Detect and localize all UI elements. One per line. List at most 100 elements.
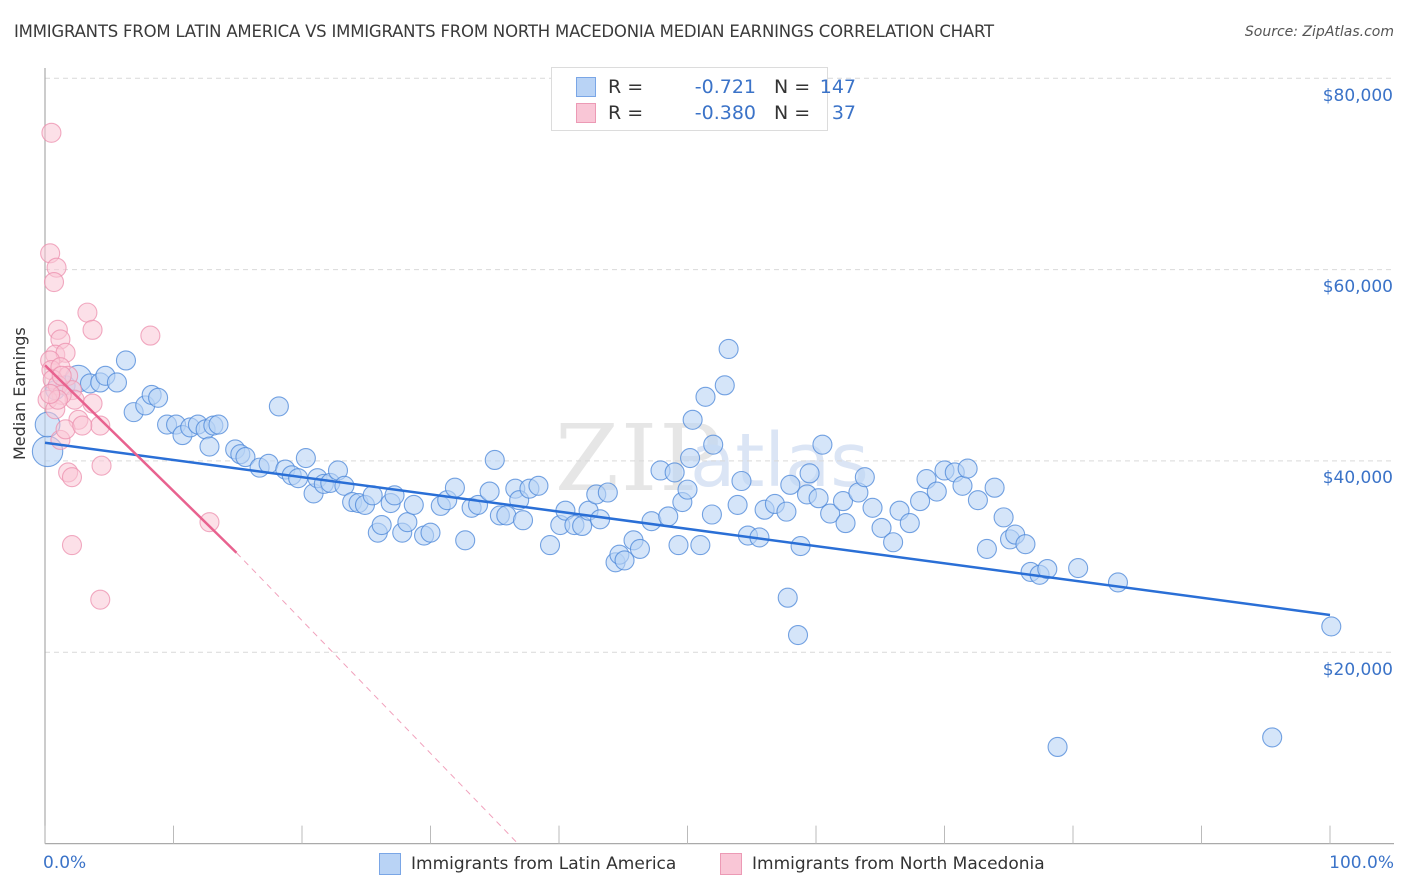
data-point <box>41 122 62 143</box>
pink-swatch-icon <box>720 853 742 875</box>
data-point <box>528 475 549 496</box>
data-point <box>658 506 679 527</box>
data-point <box>680 447 701 469</box>
legend-row-latin-america: R = -0.721 N = 147 <box>576 75 856 99</box>
data-point <box>208 414 229 435</box>
data-point <box>140 325 161 346</box>
trend-lines <box>44 364 1331 844</box>
y-tick-label-20000: $20,000 <box>1322 660 1393 680</box>
data-point <box>444 477 465 498</box>
legend-label: Immigrants from North Macedonia <box>752 854 1045 874</box>
data-point <box>91 455 112 476</box>
data-point <box>106 372 128 393</box>
data-point <box>835 513 856 534</box>
data-point <box>952 475 973 496</box>
data-point <box>61 535 83 556</box>
y-axis-label: Median Earnings <box>10 327 29 460</box>
data-point <box>148 387 169 408</box>
data-point <box>883 532 904 553</box>
data-point <box>957 458 978 479</box>
source-credit: Source: ZipAtlas.com <box>1244 24 1394 40</box>
data-point <box>397 512 418 533</box>
data-point <box>727 494 748 515</box>
n-label: N = <box>774 76 811 98</box>
data-point <box>731 470 752 492</box>
legend-label: Immigrants from Latin America <box>411 854 677 874</box>
data-point <box>479 481 500 502</box>
data-point <box>72 415 93 436</box>
data-point <box>777 587 798 608</box>
data-point <box>862 497 883 518</box>
data-point <box>82 319 103 340</box>
data-point <box>614 550 635 571</box>
data-point <box>910 491 931 512</box>
data-point <box>1068 558 1089 579</box>
data-point <box>695 386 716 407</box>
x-tick-label-0: 0.0% <box>43 853 87 873</box>
data-point <box>664 462 685 483</box>
data-point <box>808 488 829 509</box>
data-point <box>51 365 72 386</box>
data-point <box>496 505 517 526</box>
data-point <box>115 350 137 371</box>
data-point <box>455 530 476 551</box>
data-point <box>799 463 820 484</box>
data-point <box>641 511 662 532</box>
data-point <box>984 477 1005 498</box>
data-point <box>1321 616 1342 637</box>
data-point <box>403 494 424 515</box>
blue-swatch-icon <box>379 853 401 875</box>
data-point <box>812 434 833 455</box>
data-point <box>1047 736 1068 758</box>
r-label: R = <box>608 76 644 98</box>
y-tick-label-80000: $80,000 <box>1322 86 1393 106</box>
data-point <box>1015 534 1036 555</box>
data-point <box>776 501 797 522</box>
data-point <box>871 517 892 538</box>
legend-row-north-macedonia: R = -0.380 N = 37 <box>576 101 856 125</box>
data-point <box>258 453 279 474</box>
data-point <box>714 375 735 396</box>
chart-title: IMMIGRANTS FROM LATIN AMERICA VS IMMIGRA… <box>14 22 994 41</box>
data-point <box>701 504 722 525</box>
data-point <box>420 522 441 543</box>
data-point <box>1037 558 1058 580</box>
n-value: 147 <box>819 76 856 98</box>
data-point <box>295 447 316 469</box>
data-point <box>820 503 841 524</box>
series-latin-america-points <box>31 338 1342 758</box>
data-point <box>787 624 809 646</box>
trend-extension-north-macedonia <box>236 552 519 844</box>
data-point <box>40 383 61 405</box>
data-point <box>199 436 220 457</box>
data-point <box>43 271 65 293</box>
trend-line-latin-america <box>44 441 1331 617</box>
data-point <box>539 535 561 556</box>
x-tick-label-100: 100.0% <box>1329 853 1394 873</box>
data-point <box>682 409 703 430</box>
n-label: N = <box>774 102 811 124</box>
data-point <box>77 302 98 323</box>
data-point <box>926 481 947 502</box>
y-tick-label-40000: $40,000 <box>1322 468 1393 488</box>
r-value: -0.380 <box>694 102 756 124</box>
data-point <box>597 482 618 503</box>
data-point <box>371 514 392 536</box>
data-point <box>976 538 997 559</box>
data-point <box>899 513 920 534</box>
n-value: 37 <box>831 102 856 124</box>
data-point <box>668 535 689 556</box>
r-label: R = <box>608 102 644 124</box>
blue-swatch-icon <box>576 77 596 97</box>
correlation-legend: R = -0.721 N = 147 R = -0.380 N = 37 <box>551 67 856 131</box>
data-point <box>235 447 256 468</box>
trend-line-north-macedonia <box>44 364 238 554</box>
data-point <box>512 510 534 531</box>
data-point <box>677 479 698 500</box>
bottom-legend-latin-america: Immigrants from Latin America <box>379 852 676 876</box>
data-point <box>780 474 801 495</box>
r-value: -0.721 <box>694 76 756 98</box>
data-point <box>90 589 111 610</box>
data-point <box>629 538 651 559</box>
